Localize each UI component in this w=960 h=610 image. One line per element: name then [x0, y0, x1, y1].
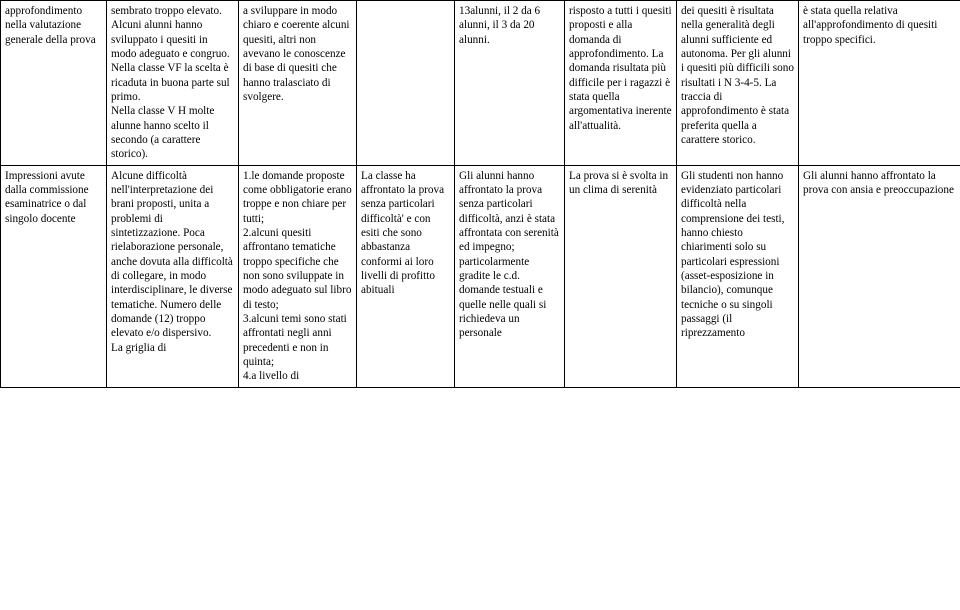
cell: Gli alunni hanno affrontato la prova sen…	[455, 165, 565, 387]
cell: Gli alunni hanno affrontato la prova con…	[799, 165, 960, 387]
cell: 13alunni, il 2 da 6 alunni, il 3 da 20 a…	[455, 1, 565, 166]
cell: 1.le domande proposte come obbligatorie …	[239, 165, 357, 387]
cell: risposto a tutti i quesiti proposti e al…	[565, 1, 677, 166]
table-row: Impressioni avute dalla commissione esam…	[1, 165, 960, 387]
cell: a sviluppare in modo chiaro e coerente a…	[239, 1, 357, 166]
cell-row-label: Impressioni avute dalla commissione esam…	[1, 165, 107, 387]
report-table: approfondimento nella valutazione genera…	[0, 0, 960, 388]
cell: Gli studenti non hanno evidenziato parti…	[677, 165, 799, 387]
cell: è stata quella relativa all'approfondime…	[799, 1, 960, 166]
table-row: approfondimento nella valutazione genera…	[1, 1, 960, 166]
cell: sembrato troppo elevato.Alcuni alunni ha…	[107, 1, 239, 166]
cell-row-label: approfondimento nella valutazione genera…	[1, 1, 107, 166]
cell: Alcune difficoltà nell'interpretazione d…	[107, 165, 239, 387]
cell	[357, 1, 455, 166]
cell: La classe ha affrontato la prova senza p…	[357, 165, 455, 387]
cell: La prova si è svolta in un clima di sere…	[565, 165, 677, 387]
cell: dei quesiti è risultata nella generalità…	[677, 1, 799, 166]
